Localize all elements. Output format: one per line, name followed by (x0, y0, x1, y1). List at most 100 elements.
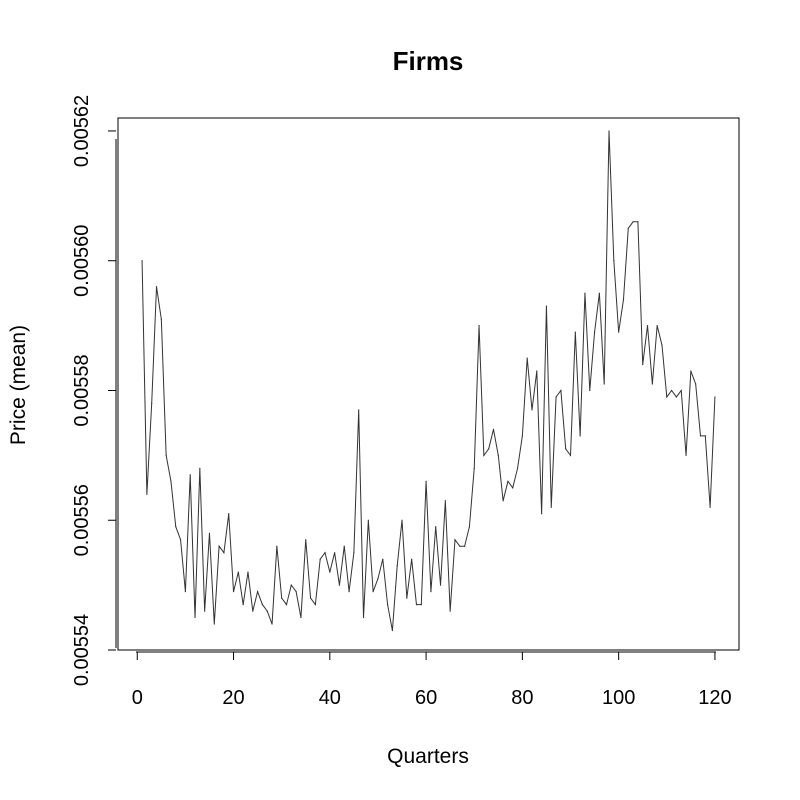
data-point (507, 480, 509, 482)
data-point (709, 506, 711, 508)
data-point (290, 584, 292, 586)
data-point (165, 454, 167, 456)
data-point (213, 623, 215, 625)
data-point (516, 467, 519, 469)
data-point (666, 396, 668, 398)
x-tick-label: 40 (319, 687, 341, 709)
x-tick-label: 60 (415, 687, 437, 709)
data-point (420, 603, 422, 606)
data-point (574, 331, 576, 333)
x-tick-label: 120 (698, 687, 731, 709)
data-point (555, 396, 557, 398)
series-points (141, 130, 716, 632)
data-point (411, 558, 413, 560)
y-axis-label: Price (mean) (7, 325, 30, 445)
data-point (488, 448, 490, 450)
data-point (372, 591, 374, 593)
data-point (483, 454, 485, 456)
data-point (391, 629, 393, 632)
data-point (526, 357, 528, 359)
data-point (589, 389, 591, 392)
data-point (603, 383, 605, 385)
data-point (232, 591, 235, 593)
data-point (454, 539, 456, 541)
data-point (271, 623, 273, 625)
data-point (478, 325, 480, 327)
data-point (160, 318, 162, 320)
data-point (261, 603, 264, 606)
data-point (189, 474, 191, 476)
data-point (425, 480, 427, 482)
data-point (377, 578, 379, 580)
series-line (141, 130, 716, 631)
data-point (382, 558, 384, 560)
data-point (444, 500, 446, 502)
data-point (521, 435, 523, 437)
data-point (242, 603, 244, 606)
data-point (295, 591, 297, 593)
data-point (204, 610, 206, 612)
data-point (343, 545, 345, 547)
data-point (338, 584, 341, 586)
data-point (550, 506, 552, 508)
data-point (642, 363, 644, 366)
data-point (541, 513, 543, 515)
data-point (502, 500, 504, 502)
data-point (386, 603, 389, 606)
data-point (492, 428, 495, 431)
data-point (184, 591, 186, 593)
data-point (324, 552, 326, 554)
data-point (618, 331, 620, 333)
data-point (584, 292, 586, 294)
data-point (266, 610, 268, 612)
data-point (613, 260, 615, 262)
data-point (314, 603, 316, 606)
x-axis-label: Quarters (387, 745, 469, 768)
data-point (228, 513, 230, 515)
data-point (579, 435, 581, 437)
data-point (608, 130, 610, 132)
data-point (704, 435, 706, 437)
data-point (319, 558, 321, 560)
data-point (218, 545, 220, 547)
data-point (367, 519, 369, 521)
x-ticks: 0 20 40 60 80 100 120 (132, 652, 732, 709)
x-tick-label: 0 (132, 687, 143, 709)
data-point (353, 552, 355, 554)
data-point (281, 597, 283, 599)
data-point (468, 526, 471, 528)
y-tick-label: 0.00554 (71, 614, 93, 686)
data-point (285, 603, 288, 606)
data-point (459, 545, 461, 547)
data-point (362, 616, 365, 619)
data-point (464, 545, 466, 547)
data-point (415, 603, 418, 606)
data-point (146, 493, 148, 495)
data-point (685, 454, 687, 456)
data-point (199, 467, 201, 469)
data-point (449, 610, 451, 612)
data-point (699, 435, 702, 437)
data-point (396, 565, 398, 567)
data-point (622, 299, 625, 301)
x-tick-label: 20 (222, 687, 244, 709)
data-point (179, 539, 182, 541)
data-point (348, 591, 350, 593)
data-point (300, 616, 302, 619)
chart-title: Firms (393, 46, 464, 76)
x-tick-label: 80 (511, 687, 533, 709)
data-point (545, 305, 548, 307)
data-point (257, 591, 259, 593)
data-point (155, 286, 158, 288)
data-point (247, 571, 249, 573)
data-point (671, 389, 673, 392)
data-point (435, 526, 437, 528)
data-point (646, 325, 649, 327)
y-tick-label: 0.00558 (71, 354, 93, 426)
data-point (536, 370, 538, 372)
data-point (252, 610, 254, 612)
data-point (430, 591, 432, 593)
y-ticks: 0.00554 0.00556 0.00558 0.00560 0.00562 (71, 95, 116, 686)
